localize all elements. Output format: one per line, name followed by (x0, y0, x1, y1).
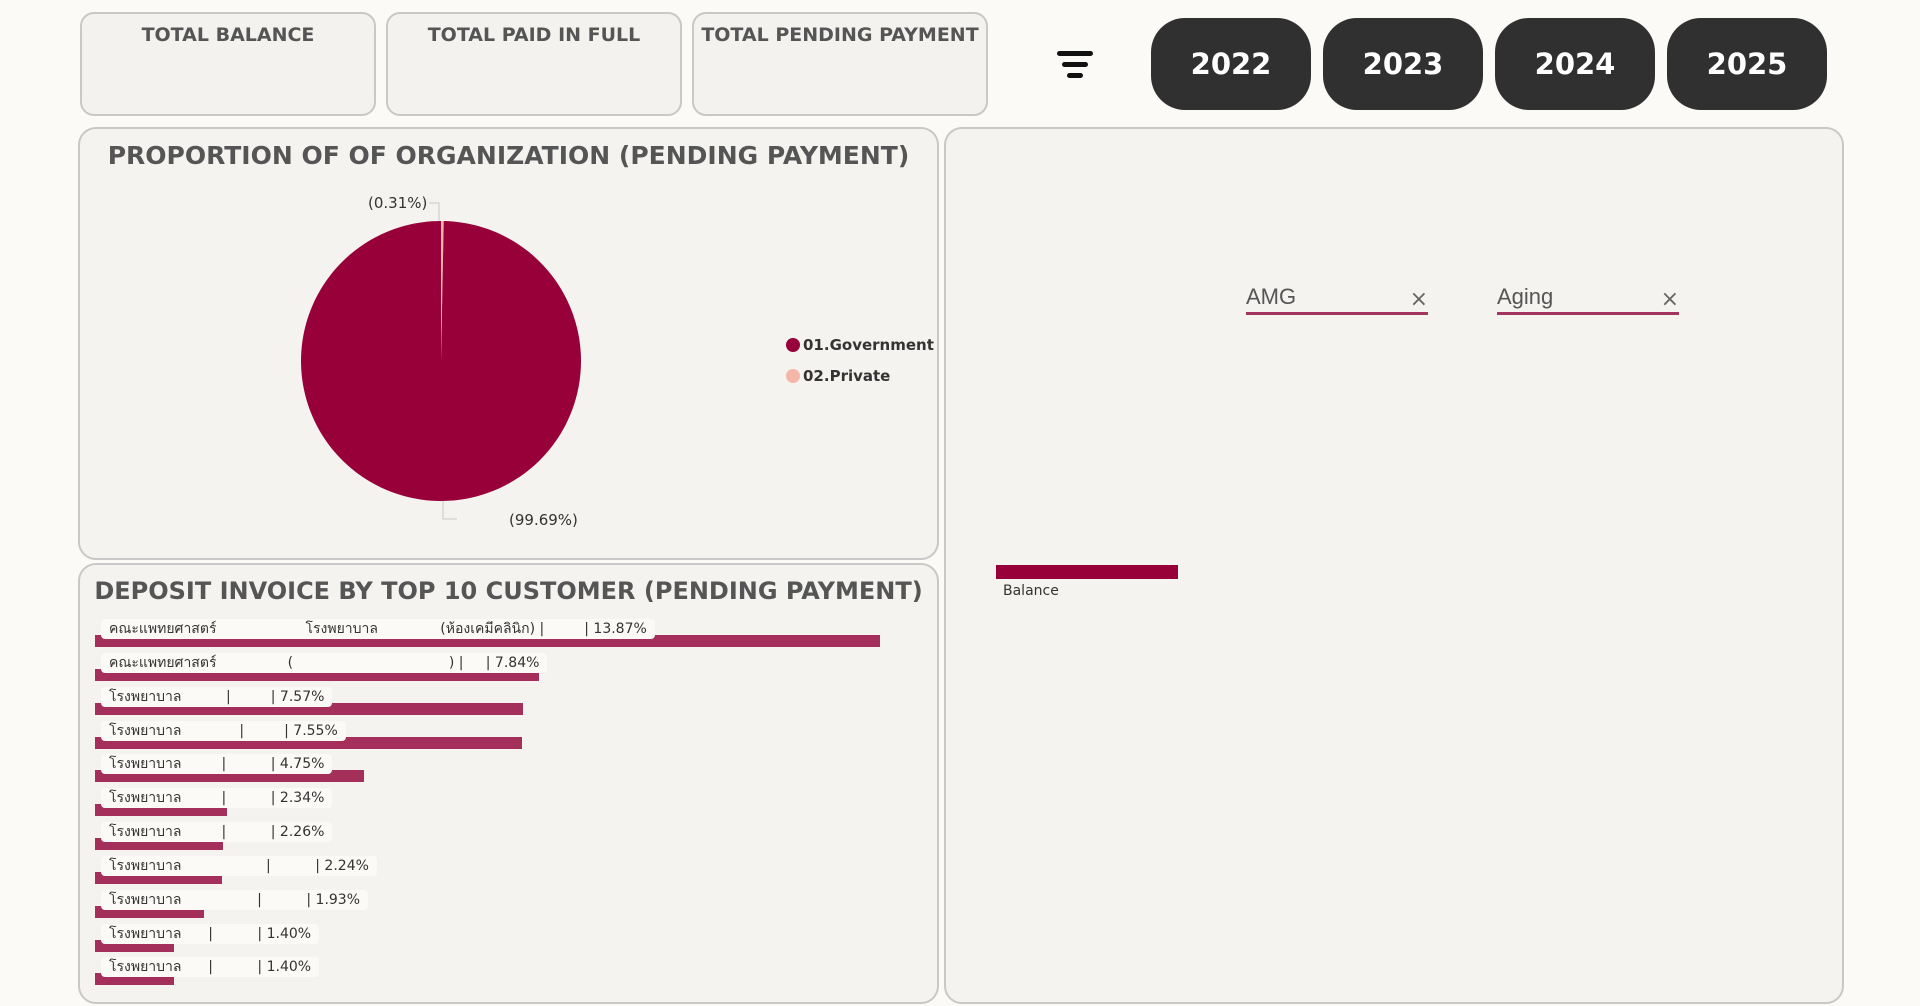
legend-item-private[interactable]: 02.Private (786, 367, 890, 385)
year-2022-button[interactable]: 2022 (1151, 18, 1311, 110)
top10-bar-row[interactable]: โรงพยาบาล | | 4.75% (95, 754, 895, 788)
total-balance-card: TOTAL BALANCE (80, 12, 376, 116)
top10-bar-label: โรงพยาบาล | | 1.93% (101, 890, 369, 910)
balance-bar[interactable] (996, 565, 1178, 579)
legend-dot-government (786, 338, 800, 352)
top10-bar-label: โรงพยาบาล | | 2.26% (101, 822, 333, 842)
top10-bar-label: โรงพยาบาล | | 2.24% (101, 856, 377, 876)
balance-bar-label: Balance (1003, 583, 1059, 599)
top10-bar-row[interactable]: โรงพยาบาล | | 2.34% (95, 788, 895, 822)
top10-bar-row[interactable]: โรงพยาบาล | | 7.55% (95, 721, 895, 755)
total-paid-in-full-card: TOTAL PAID IN FULL (386, 12, 682, 116)
top10-bar-label: โรงพยาบาล | | 7.55% (101, 721, 346, 741)
year-2023-button[interactable]: 2023 (1323, 18, 1483, 110)
top10-bar-label: โรงพยาบาล | | 1.40% (101, 924, 320, 944)
top10-bar-row[interactable]: โรงพยาบาล | | 1.93% (95, 890, 895, 924)
top10-bar-label: โรงพยาบาล | | 4.75% (101, 754, 333, 774)
amg-slicer-label: AMG (1246, 284, 1297, 309)
top10-bar-row[interactable]: คณะแพทยศาสตร์ โรงพยาบาล (ห้องเคมีคลินิก)… (95, 619, 895, 653)
legend-label-government: 01.Government (803, 336, 934, 354)
pie-slice-private[interactable] (441, 221, 444, 361)
balance-panel: AMG × Aging × Balance (944, 127, 1844, 1004)
pie-chart (301, 202, 582, 520)
top10-bar-label: โรงพยาบาล | | 2.34% (101, 788, 333, 808)
total-balance-title: TOTAL BALANCE (141, 24, 315, 46)
year-2025-button[interactable]: 2025 (1667, 18, 1827, 110)
legend-item-government[interactable]: 01.Government (786, 336, 934, 354)
aging-slicer-label: Aging (1497, 284, 1554, 309)
pie-chart-panel: PROPORTION OF OF ORGANIZATION (PENDING P… (78, 127, 939, 560)
aging-slicer[interactable]: Aging × (1497, 284, 1679, 315)
top10-bar-label: โรงพยาบาล | | 1.40% (101, 957, 320, 977)
top10-bar-label: คณะแพทยศาสตร์ ( ) | | 7.84% (101, 653, 548, 673)
top10-bar-row[interactable]: โรงพยาบาล | | 1.40% (95, 924, 895, 958)
filter-icon[interactable] (1055, 48, 1095, 82)
pie-label-government: (99.69%) (509, 511, 578, 529)
total-pending-payment-title: TOTAL PENDING PAYMENT (701, 24, 979, 46)
legend-dot-private (786, 369, 800, 383)
top10-bar-row[interactable]: คณะแพทยศาสตร์ ( ) | | 7.84% (95, 653, 895, 687)
aging-clear-icon[interactable]: × (1660, 287, 1679, 312)
total-pending-payment-card: TOTAL PENDING PAYMENT (692, 12, 988, 116)
legend-label-private: 02.Private (803, 367, 891, 385)
year-2024-button[interactable]: 2024 (1495, 18, 1655, 110)
amg-clear-icon[interactable]: × (1409, 287, 1428, 312)
pie-label-private: (0.31%) (368, 194, 428, 212)
pie-leader-line-government (442, 501, 457, 520)
top10-bar-row[interactable]: โรงพยาบาล | | 2.26% (95, 822, 895, 856)
top10-bar-row[interactable]: โรงพยาบาล | | 2.24% (95, 856, 895, 890)
top10-bar-label: คณะแพทยศาสตร์ โรงพยาบาล (ห้องเคมีคลินิก)… (101, 619, 655, 639)
top10-chart-title: DEPOSIT INVOICE BY TOP 10 CUSTOMER (PEND… (94, 577, 923, 605)
top10-bar-row[interactable]: โรงพยาบาล | | 1.40% (95, 957, 895, 991)
amg-slicer[interactable]: AMG × (1246, 284, 1428, 315)
pie-chart-title: PROPORTION OF OF ORGANIZATION (PENDING P… (107, 141, 910, 170)
total-paid-in-full-title: TOTAL PAID IN FULL (427, 24, 641, 46)
top10-bar-label: โรงพยาบาล | | 7.57% (101, 687, 333, 707)
top10-bar-row[interactable]: โรงพยาบาล | | 7.57% (95, 687, 895, 721)
pie-slice-government[interactable] (301, 221, 582, 501)
pie-leader-line-private (429, 202, 440, 221)
